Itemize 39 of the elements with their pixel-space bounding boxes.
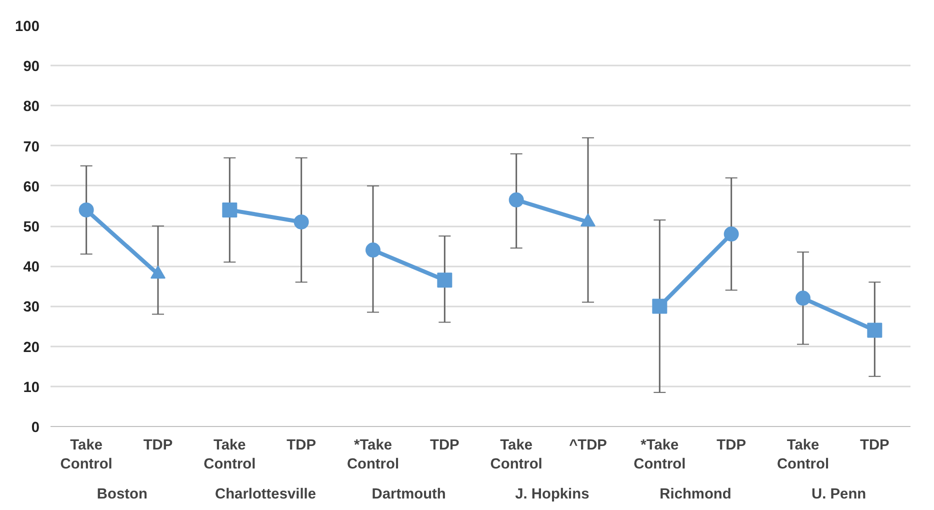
x-tick-label: TDP	[860, 438, 890, 454]
y-tick-label: 50	[23, 220, 40, 236]
y-tick-label: 100	[15, 19, 40, 35]
point	[294, 214, 309, 230]
point	[867, 322, 882, 338]
x-tick-label: TDP	[143, 438, 173, 454]
x-tick-label: ^TDP	[569, 438, 608, 454]
x-tick-label: *Take Control	[346, 438, 400, 473]
point	[508, 192, 524, 208]
y-tick-label: 40	[23, 260, 40, 276]
y-tick-label: 90	[23, 59, 40, 76]
x-tick-label: *Take Control	[634, 438, 686, 473]
point	[724, 226, 739, 242]
x-tick-label: Take Control	[776, 438, 830, 473]
y-tick-label: 60	[23, 179, 40, 196]
y-tick-label: 20	[23, 340, 40, 356]
text: Boston	[96, 486, 148, 502]
point	[78, 202, 94, 218]
y-tick-label: 30	[23, 300, 40, 316]
text: Charlottesville	[215, 486, 316, 502]
point	[222, 202, 238, 218]
text: Richmond	[660, 486, 732, 502]
point	[652, 298, 668, 314]
x-tick-label: Take Control	[490, 438, 542, 473]
x-tick-label: TDP	[716, 438, 746, 454]
x-tick-label: TDP	[430, 438, 460, 454]
text: U. Penn	[812, 486, 866, 502]
x-tick-label: Take Control	[204, 438, 256, 473]
y-tick-label: 10	[23, 380, 40, 396]
y-tick-label: 70	[23, 139, 40, 156]
point	[796, 290, 810, 306]
y-tick-label: 80	[23, 99, 40, 116]
point	[437, 272, 452, 288]
x-tick-label: TDP	[286, 438, 316, 454]
point	[366, 242, 380, 258]
text: Dartmouth	[372, 486, 446, 502]
y-tick-label: 0	[31, 420, 40, 436]
text: J. Hopkins	[515, 486, 590, 502]
x-tick-label: Take Control	[60, 438, 112, 473]
